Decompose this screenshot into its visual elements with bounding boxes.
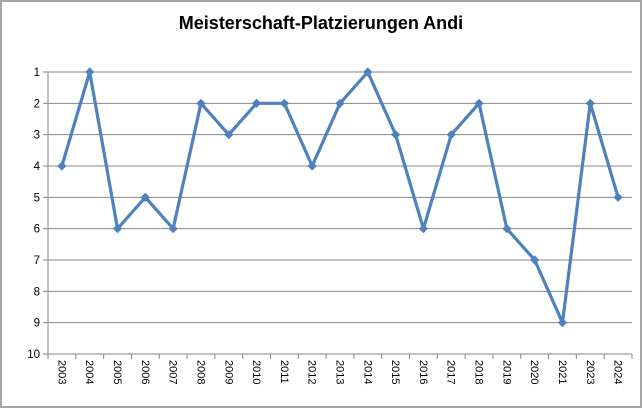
data-point-marker — [530, 255, 540, 265]
data-point-marker — [112, 224, 123, 234]
x-tick-label: 2008 — [194, 360, 206, 384]
data-point-marker — [502, 224, 512, 234]
data-point-marker — [446, 130, 456, 140]
x-tick-label: 2020 — [528, 360, 540, 384]
x-tick-label: 2018 — [473, 360, 485, 384]
data-point-marker — [279, 98, 289, 108]
x-tick-label: 2003 — [55, 360, 67, 384]
data-point-marker — [85, 67, 95, 77]
y-tick-label: 10 — [27, 349, 40, 361]
x-tick-label: 2007 — [167, 360, 179, 384]
y-tick-label: 9 — [34, 318, 40, 330]
data-point-marker — [585, 98, 595, 108]
x-tick-label: 2021 — [556, 360, 568, 384]
y-tick-label: 2 — [34, 98, 40, 110]
x-tick-label: 2005 — [111, 360, 123, 384]
data-point-marker — [140, 192, 150, 202]
data-point-marker — [363, 67, 373, 77]
y-tick-label: 5 — [34, 192, 40, 204]
data-point-marker — [224, 130, 234, 140]
x-tick-label: 2016 — [417, 360, 429, 384]
x-tick-label: 2014 — [361, 360, 373, 384]
chart-title: Meisterschaft-Platzierungen Andi — [178, 13, 464, 33]
y-tick-label: 6 — [34, 224, 40, 236]
data-point-marker — [474, 98, 484, 108]
x-tick-label: 2012 — [306, 360, 318, 384]
x-tick-label: 2006 — [139, 360, 151, 384]
x-tick-label: 2011 — [278, 360, 290, 384]
x-tick-label: 2013 — [334, 360, 346, 384]
x-tick-label: 2024 — [612, 360, 624, 384]
data-point-marker — [168, 224, 178, 234]
data-point-marker — [335, 98, 345, 108]
data-point-marker — [391, 130, 401, 140]
data-point-marker — [251, 98, 262, 108]
y-tick-label: 7 — [34, 255, 40, 267]
y-tick-label: 3 — [34, 130, 40, 142]
y-tick-label: 8 — [34, 286, 40, 298]
x-tick-label: 2019 — [500, 360, 512, 384]
x-tick-label: 2015 — [389, 360, 401, 384]
x-tick-label: 2017 — [445, 360, 457, 384]
x-tick-label: 2009 — [222, 360, 234, 384]
data-point-marker — [307, 161, 317, 171]
data-point-marker — [196, 98, 206, 108]
data-point-marker — [557, 318, 568, 328]
data-point-marker — [613, 192, 623, 202]
x-tick-label: 2023 — [584, 360, 596, 384]
x-tick-label: 2004 — [83, 360, 95, 384]
data-point-marker — [418, 224, 429, 234]
y-tick-label: 4 — [34, 161, 41, 173]
y-tick-label: 1 — [34, 67, 40, 79]
data-point-marker — [57, 161, 67, 171]
x-tick-label: 2010 — [250, 360, 262, 384]
